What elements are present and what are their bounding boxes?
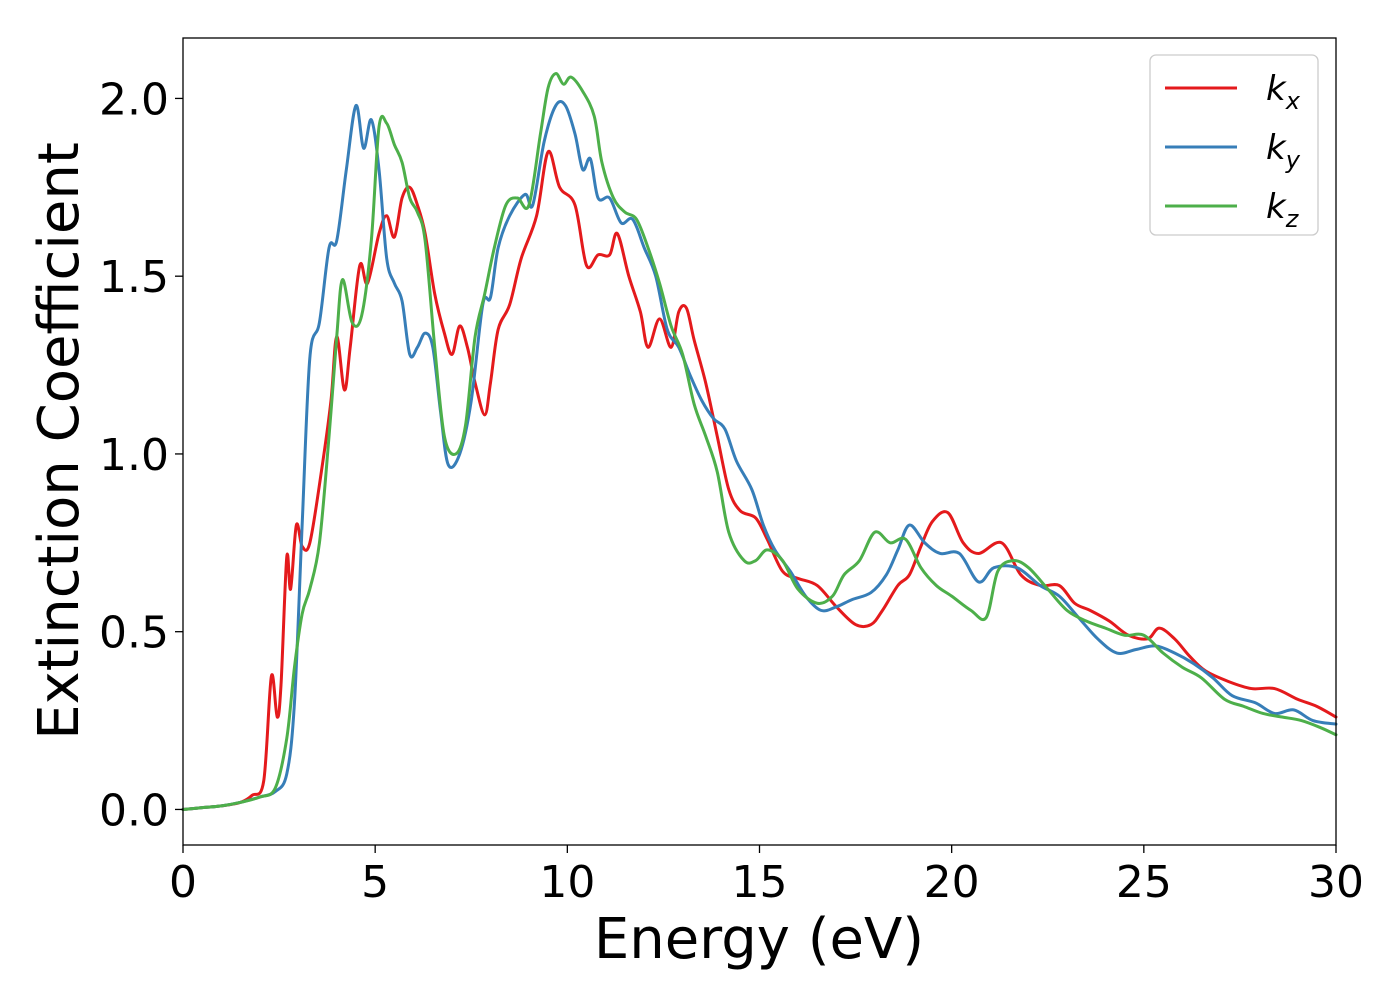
y-axis-title: Extinction Coefficient [27,142,92,740]
x-tick-label: 0 [169,857,197,908]
series-line-ky [181,100,1338,811]
legend: kx ky kz [1149,54,1319,236]
y-tick-label: 1.0 [99,430,169,481]
x-tick-label: 25 [1116,857,1172,908]
y-tick-label: 0.0 [99,785,169,836]
x-tick-label: 15 [732,857,788,908]
x-tick-label: 30 [1308,857,1364,908]
x-tick-label: 10 [539,857,595,908]
legend-label-kx: kx [1266,69,1301,115]
y-tick-label: 2.0 [99,74,169,125]
legend-label-kz: kz [1266,187,1300,233]
legend-box [1149,54,1319,236]
y-tick-label: 1.5 [99,252,169,303]
legend-label-ky: ky [1266,128,1301,174]
y-axis: 0.0 0.5 1.0 1.5 2.0 [99,74,183,836]
x-axis-title: Energy (eV) [594,907,924,972]
y-tick-label: 0.5 [99,608,169,659]
x-tick-label: 20 [924,857,980,908]
x-tick-label: 5 [361,857,389,908]
lines-layer [181,72,1338,811]
series-line-kz [181,72,1338,811]
x-axis: 0 5 10 15 20 25 30 [169,845,1364,908]
